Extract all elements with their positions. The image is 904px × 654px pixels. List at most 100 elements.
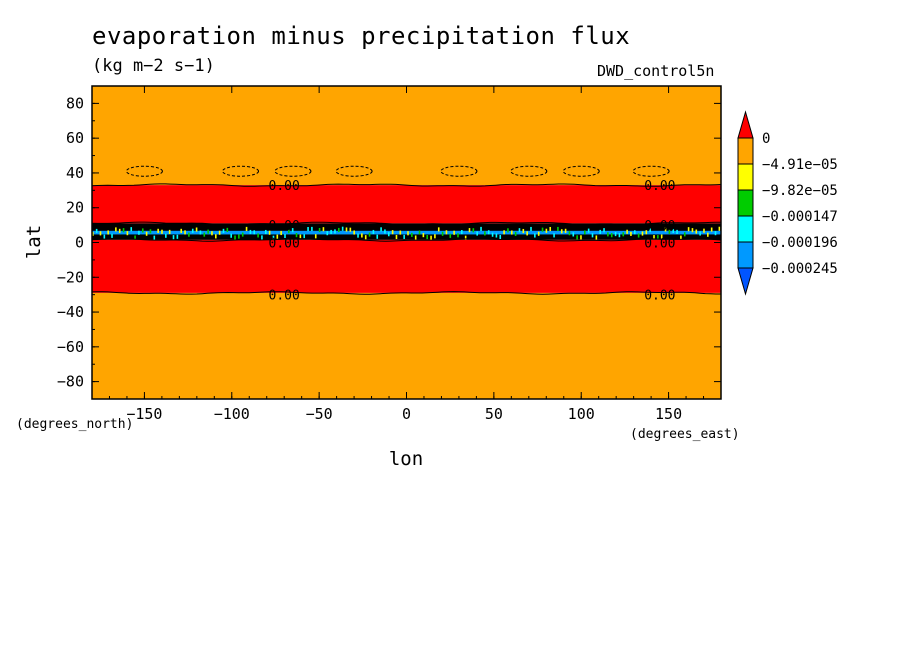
- itcz-stripe: [430, 235, 432, 240]
- x-tick-label: −150: [126, 405, 162, 423]
- chart-title: evaporation minus precipitation flux: [92, 22, 631, 50]
- zero-contours: [91, 183, 722, 295]
- itcz-stripe: [257, 233, 259, 238]
- itcz-stripe: [372, 229, 375, 235]
- itcz-stripe: [618, 233, 621, 238]
- y-axis-units: (degrees_north): [16, 417, 133, 432]
- dashed-contour: [510, 165, 548, 177]
- contour-label: 0.00: [269, 289, 300, 304]
- y-tick-label: 20: [66, 199, 84, 217]
- itcz-stripe: [145, 231, 148, 236]
- itcz-stripe: [234, 235, 236, 240]
- itcz-stripe: [560, 229, 563, 234]
- itcz-stripe: [134, 235, 136, 240]
- dashed-contour: [632, 165, 670, 177]
- itcz-stripe: [364, 235, 367, 240]
- itcz-stripe: [384, 229, 386, 234]
- itcz-stripe: [526, 231, 528, 236]
- itcz-stripe: [718, 226, 721, 231]
- itcz-stripe: [714, 231, 717, 236]
- itcz-stripe: [191, 228, 194, 233]
- itcz-stripe: [407, 231, 409, 236]
- itcz-stripe: [491, 232, 494, 237]
- itcz-stripe: [595, 235, 598, 240]
- itcz-stripe: [580, 235, 582, 240]
- itcz-stripe: [472, 228, 475, 233]
- colorbar-label: −0.000196: [762, 235, 838, 251]
- itcz-stripe: [461, 230, 463, 235]
- itcz-stripe: [468, 228, 471, 233]
- itcz-stripe: [422, 233, 425, 238]
- itcz-stripe: [230, 233, 232, 238]
- zero-contour: [91, 183, 722, 187]
- dashed-contour: [222, 165, 260, 177]
- itcz-core: [92, 230, 721, 235]
- x-tick-label: 50: [485, 405, 503, 423]
- itcz-stripe: [691, 228, 694, 233]
- itcz-stripe: [122, 228, 125, 233]
- itcz-stripe: [268, 230, 271, 235]
- itcz-stripe: [457, 233, 459, 238]
- itcz-stripe: [118, 228, 121, 233]
- itcz-stripe: [165, 233, 167, 238]
- itcz-stripe: [295, 233, 298, 238]
- itcz-stripe: [338, 227, 340, 233]
- itcz-stripe: [188, 232, 190, 237]
- itcz-stripe: [99, 231, 102, 236]
- itcz-stripe: [326, 231, 329, 236]
- y-tick-label: −80: [57, 373, 84, 391]
- x-axis: −150 −100 −50 0 50 100 150: [108, 86, 705, 423]
- itcz-stripe: [568, 231, 571, 236]
- dashed-contour: [274, 165, 312, 177]
- itcz-stripe: [368, 232, 371, 237]
- y-tick-label: −60: [57, 338, 84, 356]
- band-1: [92, 185, 721, 224]
- contour-label: 0.00: [644, 237, 675, 252]
- itcz-stripe: [703, 228, 705, 233]
- band-0: [92, 86, 721, 186]
- dashed-contour: [125, 165, 163, 177]
- itcz-stripe: [584, 230, 586, 235]
- y-tick-label: 0: [75, 234, 84, 252]
- itcz-stripe: [176, 234, 179, 239]
- zero-contour: [91, 238, 722, 242]
- itcz-stripe: [284, 233, 286, 239]
- dashed-contours: [125, 165, 670, 177]
- itcz-stripe: [587, 228, 590, 233]
- itcz-stripe: [153, 235, 156, 240]
- itcz-stripe: [349, 227, 352, 232]
- itcz-stripe: [507, 228, 509, 233]
- itcz-stripe: [318, 227, 321, 233]
- colorbar-label: −0.000245: [762, 261, 838, 277]
- itcz-stripe: [522, 228, 525, 234]
- itcz-stripe: [603, 228, 605, 233]
- colorbar-swatch: [737, 137, 754, 165]
- y-axis-title: lat: [23, 225, 45, 259]
- itcz-stripe: [330, 229, 332, 235]
- itcz-stripe: [184, 230, 186, 235]
- itcz-stripe: [261, 235, 263, 240]
- x-tick-label: 0: [402, 405, 411, 423]
- itcz-stripe: [576, 235, 578, 240]
- itcz-stripe: [534, 233, 536, 238]
- colorbar-label: −0.000147: [762, 209, 838, 225]
- itcz-stripe: [695, 229, 698, 234]
- itcz-stripe: [641, 231, 644, 236]
- zero-contour: [91, 291, 721, 295]
- itcz-stripe: [380, 227, 382, 232]
- itcz-stripe: [141, 228, 144, 233]
- itcz-stripe: [564, 228, 567, 233]
- colorbar-swatch: [737, 241, 754, 269]
- itcz-stripe: [591, 233, 594, 238]
- itcz-stripe: [307, 227, 309, 232]
- itcz-stripe: [115, 227, 117, 232]
- itcz-stripe: [411, 232, 413, 237]
- contour-label: 0.00: [269, 179, 300, 194]
- itcz-stripe: [126, 231, 129, 236]
- colorbar-label: −9.82e−05: [762, 183, 838, 199]
- itcz-stripe: [668, 229, 671, 234]
- itcz-stripe: [557, 226, 559, 232]
- itcz-stripe: [710, 227, 713, 232]
- colorbar-label: −4.91e−05: [762, 157, 838, 173]
